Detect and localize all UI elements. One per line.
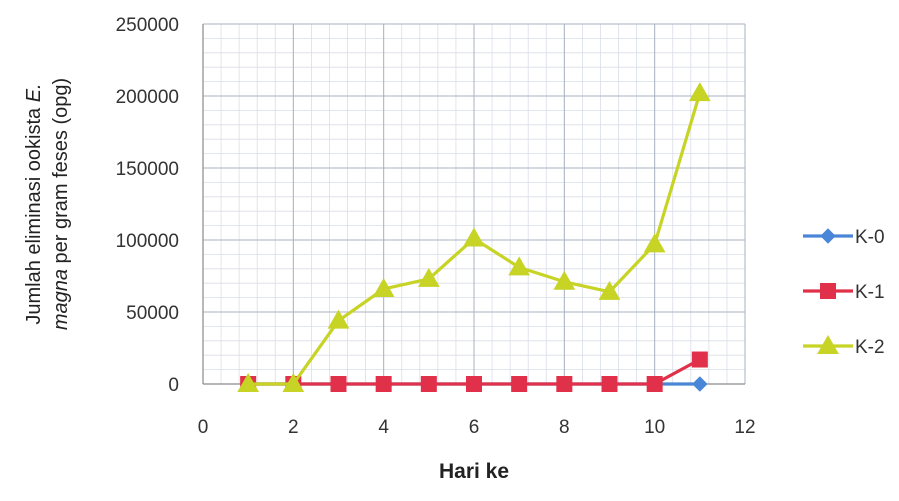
x-tick-label: 6 bbox=[469, 417, 480, 438]
legend-item-k-2: K-2 bbox=[803, 334, 885, 358]
data-point-k-2 bbox=[372, 277, 395, 297]
legend-label: K-1 bbox=[855, 282, 885, 303]
y-tick-label: 0 bbox=[168, 375, 179, 396]
y-tick-label: 150000 bbox=[116, 159, 179, 180]
data-point-k-2 bbox=[508, 256, 531, 276]
labels: 0 2 4 6 8 10 12 0 50000 100000 150000 200000 250000 H… bbox=[23, 15, 756, 483]
x-tick-label: 10 bbox=[644, 417, 665, 438]
data-point-k-1 bbox=[601, 376, 618, 392]
y-tick-label: 50000 bbox=[126, 303, 179, 324]
data-point-k-0 bbox=[692, 376, 708, 392]
data-point-k-2 bbox=[463, 227, 485, 247]
series-group bbox=[237, 82, 711, 392]
data-point-k-1 bbox=[420, 376, 437, 392]
data-point-k-2 bbox=[417, 267, 440, 287]
series-k-2 bbox=[237, 82, 711, 392]
data-point-k-2 bbox=[598, 280, 621, 300]
legend-marker bbox=[820, 283, 836, 299]
x-tick-label: 8 bbox=[559, 417, 570, 438]
data-point-k-1 bbox=[646, 376, 663, 392]
data-point-k-1 bbox=[556, 376, 573, 392]
legend-marker bbox=[817, 334, 839, 354]
data-point-k-1 bbox=[330, 376, 347, 392]
data-point-k-2 bbox=[282, 372, 305, 392]
x-axis-title: Hari ke bbox=[439, 460, 509, 483]
data-point-k-2 bbox=[688, 82, 711, 102]
data-point-k-1 bbox=[511, 376, 528, 392]
data-point-k-1 bbox=[466, 376, 482, 392]
x-tick-label: 4 bbox=[378, 417, 389, 438]
data-point-k-2 bbox=[553, 270, 576, 290]
data-point-k-2 bbox=[643, 233, 666, 253]
y-tick-label: 100000 bbox=[116, 231, 179, 252]
legend-item-k-1: K-1 bbox=[803, 282, 885, 303]
x-tick-label: 2 bbox=[288, 417, 299, 438]
data-point-k-2 bbox=[327, 309, 350, 329]
data-point-k-1 bbox=[691, 351, 708, 368]
grid bbox=[202, 23, 746, 385]
legend-marker bbox=[820, 228, 836, 244]
y-tick-label: 200000 bbox=[116, 87, 179, 108]
x-tick-label: 0 bbox=[198, 417, 209, 438]
legend-label: K-2 bbox=[855, 337, 885, 358]
x-tick-label: 12 bbox=[734, 417, 755, 438]
data-point-k-2 bbox=[237, 372, 260, 392]
data-point-k-1 bbox=[375, 376, 392, 392]
y-axis-title: Jumlah eliminasi ookista E.magna per gra… bbox=[23, 78, 72, 330]
y-tick-label: 250000 bbox=[116, 15, 179, 36]
legend: K-0 K-1 K-2 bbox=[803, 227, 885, 358]
legend-label: K-0 bbox=[855, 227, 885, 248]
legend-item-k-0: K-0 bbox=[803, 227, 885, 248]
